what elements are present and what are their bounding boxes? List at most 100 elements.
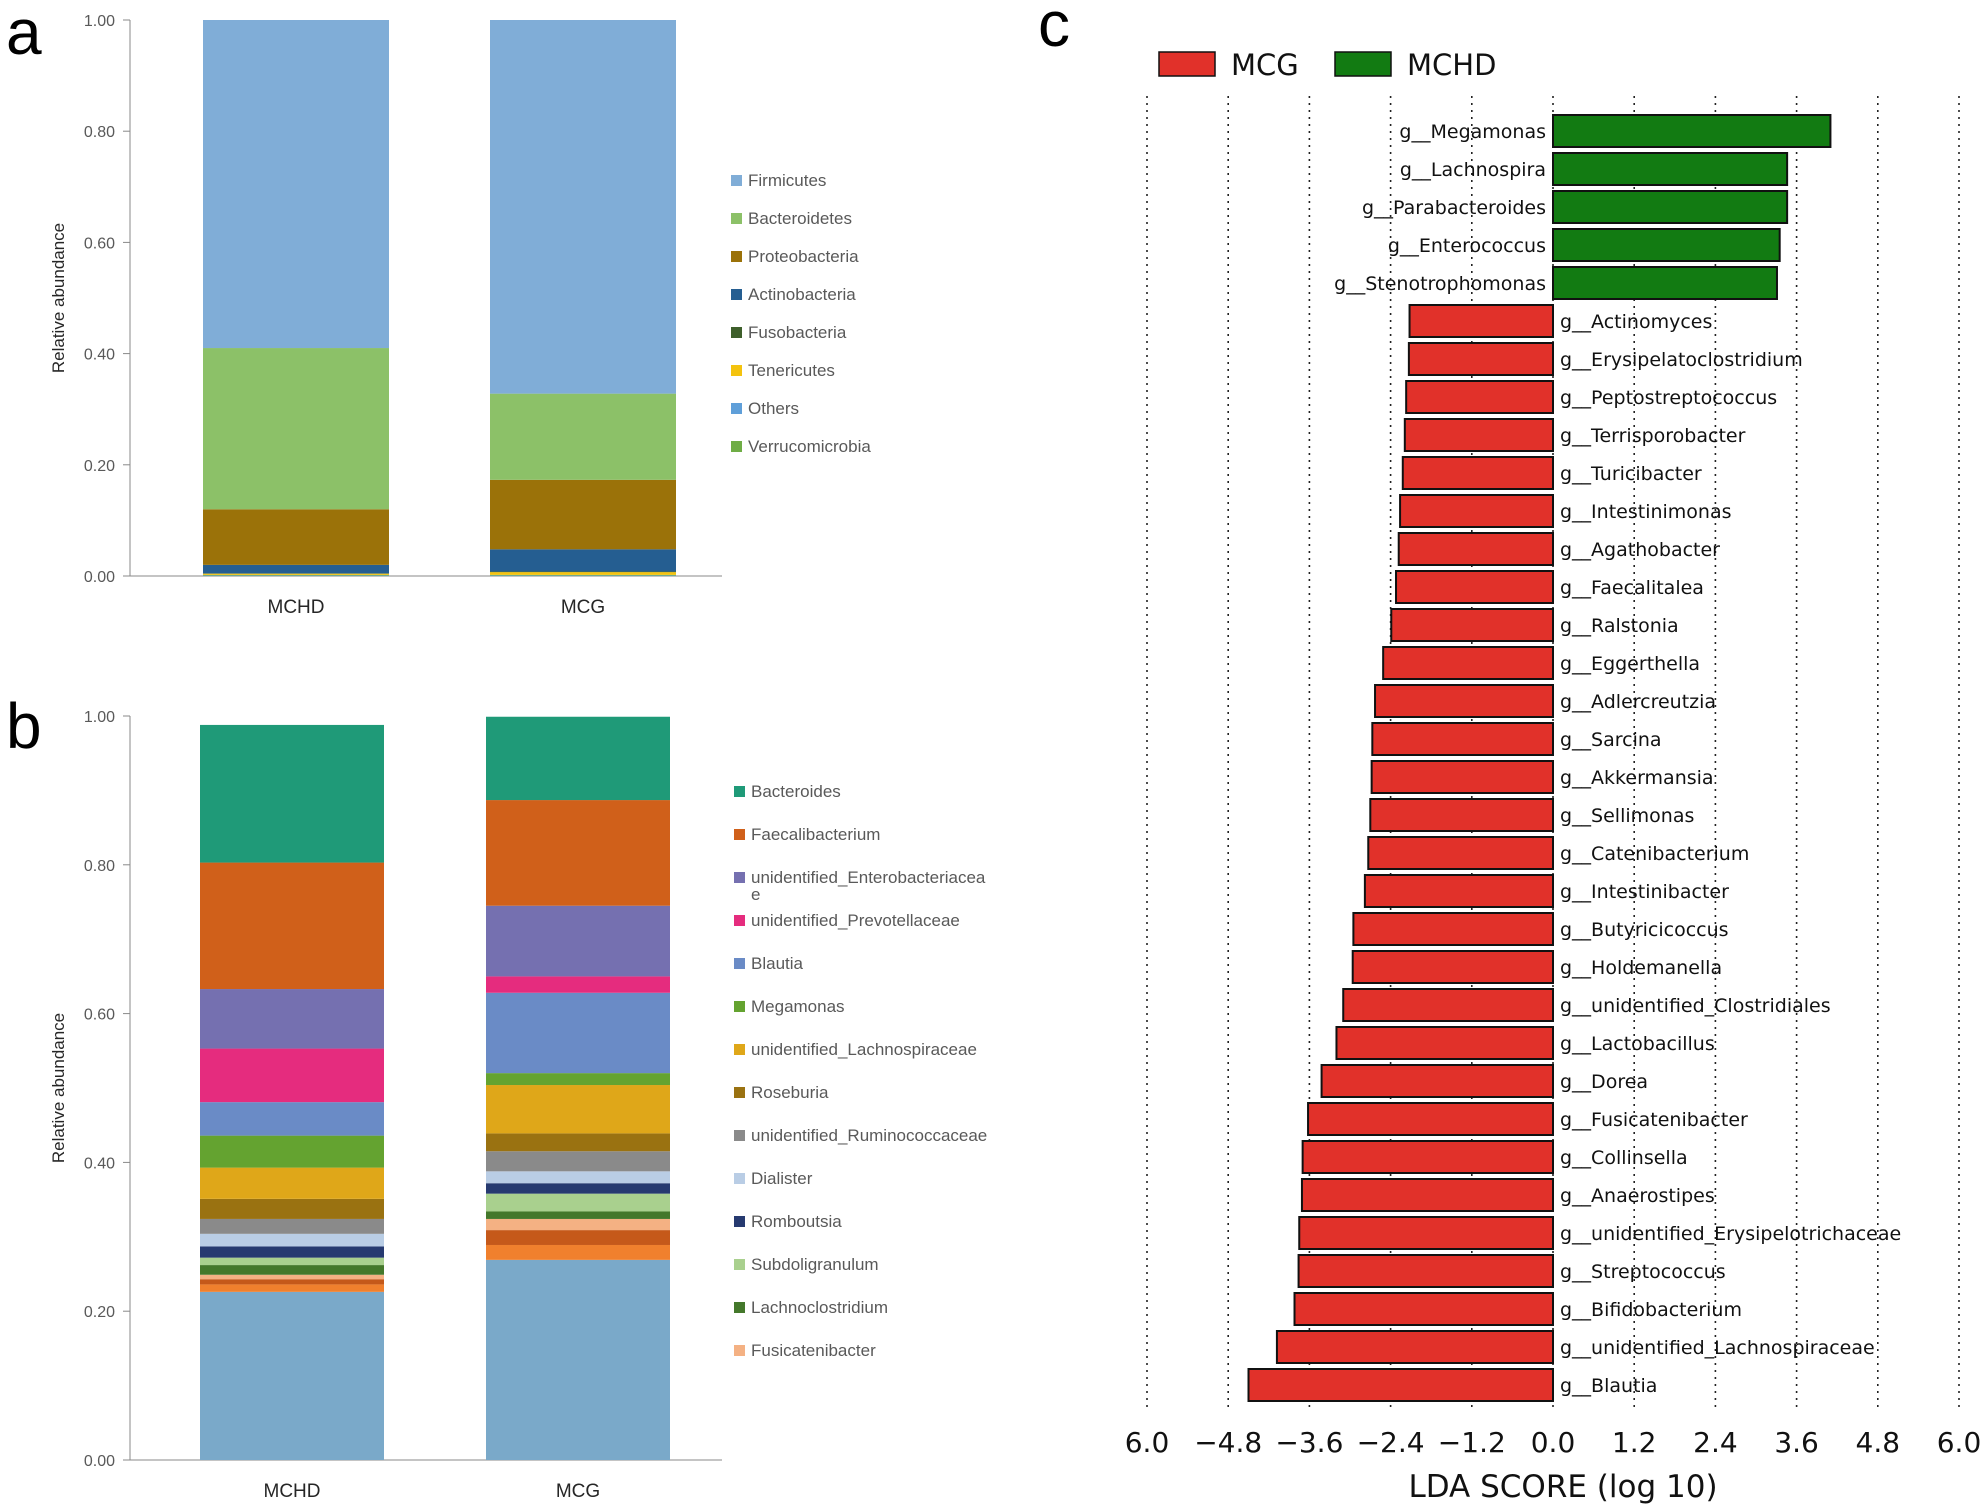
chart-b-bar-mcg-roseburia (486, 1133, 670, 1152)
chart-c-bar-label-g-bifidobacterium: g__Bifidobacterium (1560, 1299, 1742, 1321)
chart-c-bar-label-g-eggerthella: g__Eggerthella (1560, 653, 1700, 675)
chart-c-bar-g-akkermansia (1370, 760, 1554, 794)
chart-b-bar-mcg-unidentified-prevotellaceae (486, 976, 670, 993)
chart-b-legend-swatch-fusicatenibacter (734, 1345, 745, 1356)
chart-b-y-tick-label: 1.00 (84, 709, 115, 726)
chart-b-legend-label-fusicatenibacter: Fusicatenibacter (751, 1341, 876, 1360)
chart-b-y-axis-label: Relative abundance (49, 1013, 68, 1163)
chart-c-bar-label-g-akkermansia: g__Akkermansia (1560, 767, 1714, 789)
chart-b-bar-mchd-unidentified-enterobacteriaceae (200, 989, 384, 1049)
chart-b-bar-mchd-unidentified-prevotellaceae (200, 1048, 384, 1103)
chart-b-bar-mchd-unidentified-lachnospiraceae (200, 1167, 384, 1199)
chart-c-bar-label-g-intestinimonas: g__Intestinimonas (1560, 501, 1732, 523)
chart-b-bar-mchd-subdoligranulum (200, 1257, 384, 1266)
chart-c-bar-g-intestinimonas (1399, 494, 1555, 528)
chart-c-bar-g-adlercreutzia (1374, 684, 1554, 718)
chart-c-bar-g-stenotrophomonas (1552, 266, 1778, 300)
chart-c-bar-g-anaerostipes (1300, 1178, 1554, 1212)
chart-c-bar-label-g-actinomyces: g__Actinomyces (1560, 311, 1712, 333)
chart-b-category-label: MCHD (264, 1481, 321, 1502)
chart-b-bar-mchd-blautia (200, 1102, 384, 1136)
chart-b-legend-swatch-unidentified-prevotellaceae (734, 915, 745, 926)
chart-c-legend-swatch-mcg (1158, 51, 1216, 77)
chart-c-bar-g-catenibacterium (1367, 836, 1555, 870)
chart-a-legend-label-bacteroidetes: Bacteroidetes (748, 209, 852, 228)
chart-a-y-axis-label: Relative abundance (49, 223, 68, 373)
chart-b-legend-label-unidentified-enterobacteriaceae: unidentified_Enterobacteriacea e (751, 868, 986, 904)
chart-c-x-tick-label: −4.8 (1194, 1426, 1262, 1459)
chart-b-bar-mcg-faecalibacterium (486, 800, 670, 906)
chart-b-legend-label-romboutsia: Romboutsia (751, 1212, 842, 1231)
chart-a-bar-mchd-proteobacteria (203, 509, 389, 565)
chart-c-bar-label-g-enterococcus: g__Enterococcus (1388, 235, 1546, 257)
chart-b-legend-swatch-subdoligranulum (734, 1259, 745, 1270)
chart-c-bar-g-terrisporobacter (1403, 418, 1555, 452)
chart-a-y-tick-label: 0.40 (84, 347, 115, 364)
chart-b-bar-mcg-bacteroides (486, 716, 670, 801)
chart-c-bar-label-g-unidentified-lachnospiraceae: g__unidentified_Lachnospiraceae (1560, 1337, 1875, 1359)
chart-b-genus-abundance: Relative abundance 0.00 0.20 0.40 0.60 0.80 1.… (49, 709, 987, 1502)
chart-c-x-tick-label: 1.2 (1612, 1426, 1657, 1459)
chart-b-bar-mcg-others-unlabeled-2 (486, 1244, 670, 1260)
chart-c-bar-label-g-parabacteroides: g__Parabacteroides (1362, 197, 1546, 219)
chart-b-legend-label-megamonas: Megamonas (751, 997, 845, 1016)
chart-b-legend-swatch-unidentified-ruminococcaceae (734, 1130, 745, 1141)
chart-c-bar-g-parabacteroides (1552, 190, 1789, 224)
chart-c-bar-label-g-peptostreptococcus: g__Peptostreptococcus (1560, 387, 1777, 409)
chart-a-bar-mchd-others (203, 574, 389, 576)
chart-a-y-tick-label: 0.60 (84, 235, 115, 252)
chart-c-legend-label-mcg: MCG (1231, 48, 1299, 82)
chart-a-legend-swatch-proteobacteria (731, 251, 742, 262)
chart-b-legend-swatch-bacteroides (734, 786, 745, 797)
chart-c-x-tick-label: 6.0 (1125, 1426, 1170, 1459)
chart-b-y-tick-label: 0.00 (84, 1453, 115, 1470)
legend-label-line: unidentified_Enterobacteriacea (751, 868, 986, 887)
chart-a-bar-mcg-actinobacteria (490, 549, 676, 572)
chart-a-bar-mcg-firmicutes (490, 20, 676, 394)
chart-c-bar-g-erysipelatoclostridium (1407, 342, 1554, 376)
chart-c-bar-label-g-intestinibacter: g__Intestinibacter (1560, 881, 1729, 903)
chart-b-y-tick-label: 0.60 (84, 1007, 115, 1024)
chart-c-bar-label-g-holdemanella: g__Holdemanella (1560, 957, 1722, 979)
chart-c-bar-g-intestinibacter (1363, 874, 1555, 908)
chart-b-bar-mchd-romboutsia (200, 1246, 384, 1258)
chart-b-legend-label-dialister: Dialister (751, 1169, 813, 1188)
chart-c-bar-g-turicibacter (1401, 456, 1555, 490)
chart-c-bar-g-butyricicoccus (1352, 912, 1554, 946)
chart-c-bar-label-g-butyricicoccus: g__Butyricicoccus (1560, 919, 1729, 941)
chart-a-category-label: MCHD (268, 597, 325, 618)
chart-a-legend-swatch-verrucomicrobia (731, 441, 742, 452)
chart-c-bar-g-eggerthella (1382, 646, 1554, 680)
chart-b-legend-swatch-lachnoclostridium (734, 1302, 745, 1313)
chart-b-bar-mchd-fusicatenibacter (200, 1274, 384, 1280)
chart-c-bar-label-g-sellimonas: g__Sellimonas (1560, 805, 1694, 827)
chart-c-bar-label-g-collinsella: g__Collinsella (1560, 1147, 1688, 1169)
chart-b-bar-mcg-unidentified-enterobacteriaceae (486, 905, 670, 977)
chart-b-legend-swatch-dialister (734, 1173, 745, 1184)
chart-b-bar-mchd-dialister (200, 1233, 384, 1247)
chart-c-bar-g-megamonas (1552, 114, 1832, 148)
chart-c-bar-g-lachnospira (1552, 152, 1789, 186)
chart-b-legend-label-bacteroides: Bacteroides (751, 782, 841, 801)
chart-c-x-tick-label: −1.2 (1438, 1426, 1506, 1459)
chart-b-bar-mcg-lachnoclostridium (486, 1211, 670, 1219)
chart-c-bar-label-g-erysipelatoclostridium: g__Erysipelatoclostridium (1560, 349, 1803, 371)
chart-a-bar-mcg-fusobacteria (490, 571, 676, 573)
chart-c-bar-g-unidentified-erysipelotrichaceae (1298, 1216, 1554, 1250)
chart-c-bar-g-unidentified-lachnospiraceae (1275, 1330, 1555, 1364)
chart-a-legend-label-tenericutes: Tenericutes (748, 361, 835, 380)
chart-b-legend-swatch-romboutsia (734, 1216, 745, 1227)
chart-c-bar-label-g-sarcina: g__Sarcina (1560, 729, 1662, 751)
chart-a-y-tick-label: 0.20 (84, 458, 115, 475)
chart-c-bar-g-faecalitalea (1395, 570, 1554, 604)
chart-c-x-tick-label: 6.0 (1937, 1426, 1982, 1459)
chart-b-bar-mchd-roseburia (200, 1198, 384, 1219)
chart-a-bar-mchd-firmicutes (203, 20, 389, 349)
chart-b-legend-swatch-roseburia (734, 1087, 745, 1098)
chart-c-bar-g-peptostreptococcus (1405, 380, 1554, 414)
chart-b-bar-mchd-bacteroides (200, 724, 384, 863)
chart-c-bar-g-lactobacillus (1335, 1026, 1555, 1060)
chart-c-bar-label-g-dorea: g__Dorea (1560, 1071, 1648, 1093)
chart-b-bar-mcg-romboutsia (486, 1183, 670, 1194)
